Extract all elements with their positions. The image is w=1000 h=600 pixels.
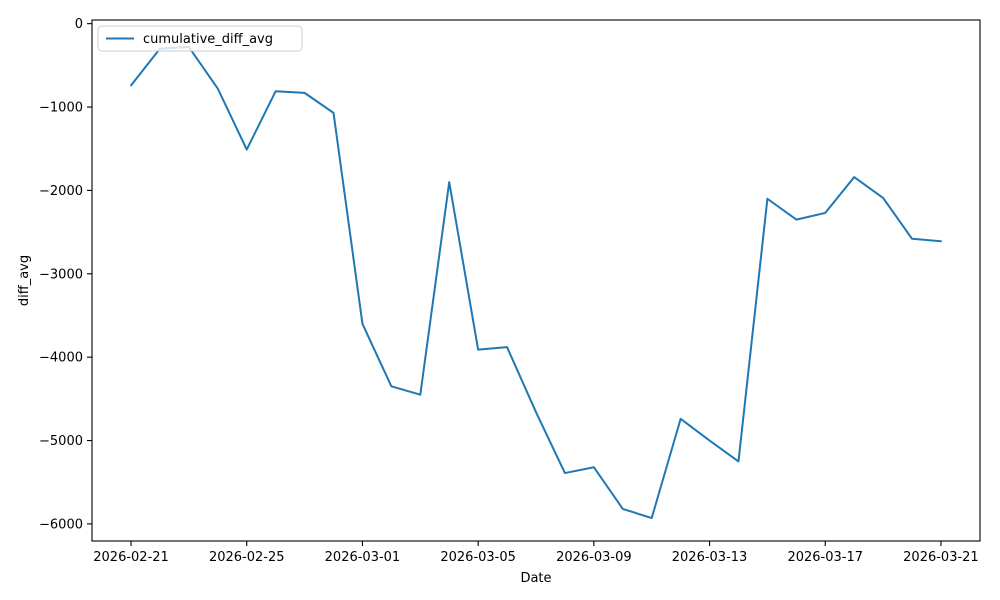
- y-tick-label: −1000: [39, 101, 83, 116]
- y-tick-label: 0: [75, 17, 83, 32]
- y-axis-ticks: 0 −1000 −2000 −3000 −4000 −5000 −6000: [39, 17, 92, 532]
- y-axis-label: diff_avg: [17, 255, 32, 306]
- plot-area: [92, 20, 980, 541]
- legend-label: cumulative_diff_avg: [143, 32, 273, 47]
- legend-box: [97, 25, 303, 52]
- x-tick-label: 2026-03-09: [556, 550, 632, 565]
- x-tick-label: 2026-03-13: [672, 550, 748, 565]
- x-tick-label: 2026-03-05: [440, 550, 516, 565]
- y-tick-label: −2000: [39, 184, 83, 199]
- y-tick-label: −4000: [39, 351, 83, 366]
- y-tick-label: −5000: [39, 434, 83, 449]
- y-tick-label: −6000: [39, 517, 83, 532]
- y-tick-label: −3000: [39, 267, 83, 282]
- x-tick-label: 2026-03-01: [325, 550, 401, 565]
- x-tick-label: 2026-02-21: [93, 550, 169, 565]
- x-tick-label: 2026-03-21: [903, 550, 979, 565]
- series-line-cumulative-diff-avg: [130, 46, 942, 520]
- legend: cumulative_diff_avg: [97, 25, 303, 52]
- plot-border: [91, 19, 981, 542]
- x-axis-label: Date: [520, 571, 551, 586]
- x-tick-label: 2026-03-17: [787, 550, 863, 565]
- x-axis-ticks: 2026-02-21 2026-02-25 2026-03-01 2026-03-05…: [93, 541, 979, 565]
- x-tick-label: 2026-02-25: [209, 550, 285, 565]
